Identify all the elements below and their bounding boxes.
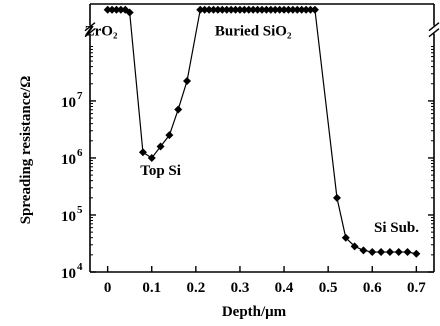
data-point-diamond: [258, 5, 266, 14]
data-point-diamond: [350, 242, 359, 251]
right-break-mark-lower: [428, 28, 440, 38]
data-point-diamond: [368, 248, 377, 257]
x-axis-title: Depth/μm: [222, 304, 287, 320]
x-tick-label: 0.6: [363, 280, 382, 296]
x-tick-label: 0.3: [231, 280, 250, 296]
data-point-diamond: [103, 5, 112, 14]
data-point-diamond: [306, 5, 315, 14]
y-tick-label: 10: [61, 209, 76, 225]
data-point-diamond: [341, 233, 350, 242]
data-point-diamond: [249, 5, 258, 14]
annotation-label: Si Sub.: [374, 220, 419, 236]
annotation-label: Top Si: [140, 163, 181, 179]
data-point-diamond: [253, 5, 262, 14]
data-point-diamond: [147, 153, 156, 162]
data-point-diamond: [165, 131, 174, 140]
data-point-diamond: [200, 5, 209, 14]
x-tick-label: 0.5: [319, 280, 338, 296]
series-line: [107, 9, 417, 255]
x-tick-label: 0.4: [275, 280, 294, 296]
data-point-diamond: [244, 5, 253, 14]
y-tick-exponent: 7: [77, 90, 83, 102]
x-tick-label: 0.7: [407, 280, 426, 296]
x-tick-label: 0.1: [142, 280, 161, 296]
data-point-diamond: [297, 5, 306, 14]
data-point-diamond: [108, 5, 117, 14]
y-axis-break: [84, 22, 440, 38]
annotation-layer: ZrO₂ Buried SiO₂ Top Si Si Sub.: [85, 23, 420, 236]
data-point-diamond: [183, 76, 192, 85]
data-point-diamond: [394, 248, 403, 257]
data-point-diamond: [205, 5, 214, 14]
data-point-diamond: [293, 5, 302, 14]
data-point-diamond: [112, 5, 121, 14]
data-point-diamond: [209, 5, 218, 14]
data-point-diamond: [271, 5, 280, 14]
y-tick-exponent: 5: [77, 204, 83, 216]
data-point-diamond: [284, 5, 293, 14]
left-break-mark-upper: [84, 22, 96, 32]
series-layer: [103, 5, 421, 258]
right-break-mark-upper: [428, 22, 440, 32]
y-tick-exponent: 4: [77, 261, 83, 273]
data-point-diamond: [240, 5, 249, 14]
data-point-diamond: [403, 248, 412, 257]
y-tick-label: 10: [61, 95, 76, 111]
data-point-diamond: [138, 148, 147, 157]
data-point-diamond: [116, 5, 125, 14]
x-tick-label: 0.2: [186, 280, 205, 296]
x-tick-label: 0: [104, 280, 112, 296]
data-point-diamond: [213, 5, 222, 14]
data-point-diamond: [156, 142, 165, 151]
data-point-diamond: [385, 248, 394, 257]
y-tick-label: 10: [61, 152, 76, 168]
data-point-diamond: [125, 8, 134, 17]
data-point-diamond: [377, 248, 386, 257]
data-point-diamond: [222, 5, 231, 14]
y-axis-title: Spreading resistance/Ω: [18, 76, 34, 225]
data-point-diamond: [359, 246, 368, 255]
data-point-diamond: [231, 5, 240, 14]
annotation-label: ZrO₂: [85, 23, 118, 39]
data-point-diamond: [332, 193, 341, 202]
left-break-mark-lower: [84, 28, 96, 38]
data-point-diamond: [288, 5, 297, 14]
data-point-diamond: [266, 5, 275, 14]
x-axis-ticks: 0 0.1 0.2 0.3 0.4 0.5 0.6 0.7: [104, 266, 426, 296]
data-point-diamond: [275, 5, 284, 14]
data-point-diamond: [262, 5, 271, 14]
data-point-diamond: [235, 5, 244, 14]
data-point-diamond: [227, 5, 236, 14]
data-point-diamond: [302, 5, 311, 14]
data-point-diamond: [196, 5, 205, 14]
y-tick-exponent: 6: [77, 147, 83, 159]
data-point-diamond: [121, 5, 130, 14]
y-tick-label: 10: [61, 266, 76, 282]
data-point-diamond: [280, 5, 289, 14]
data-point-diamond: [310, 5, 319, 14]
data-point-diamond: [412, 249, 421, 258]
data-point-diamond: [174, 105, 183, 114]
data-point-diamond: [218, 5, 227, 14]
annotation-label: Buried SiO₂: [215, 23, 292, 39]
